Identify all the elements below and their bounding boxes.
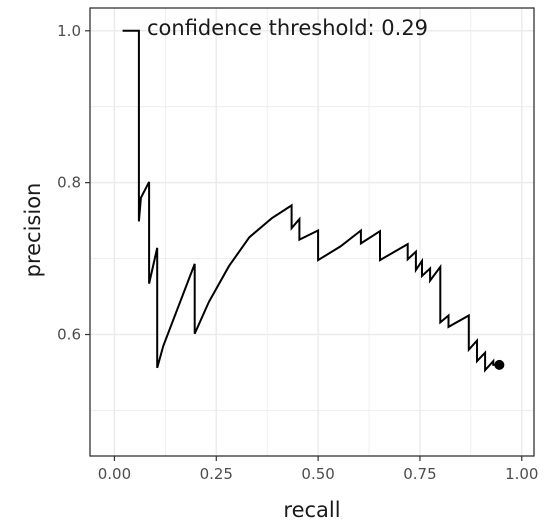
x-tick-label: 0.75 [403, 465, 436, 483]
threshold-annotation: confidence threshold: 0.29 [147, 16, 428, 40]
series-layer [122, 29, 505, 373]
axis-ticks: 0.00 0.25 0.50 0.75 1.00 0.6 0.8 1.0 [57, 22, 538, 483]
x-tick-label: 0.50 [301, 465, 334, 483]
x-axis-title: recall [283, 498, 340, 522]
minor-gridlines [90, 8, 534, 456]
x-tick-label: 0.25 [200, 465, 233, 483]
x-tick-label: 1.00 [505, 465, 538, 483]
plot-panel-border [89, 7, 535, 457]
y-tick-label: 0.8 [57, 174, 81, 192]
pr-curve-line [122, 29, 500, 373]
y-tick-label: 1.0 [57, 22, 81, 40]
major-gridlines [90, 8, 534, 456]
endpoint-marker [494, 359, 505, 370]
x-tick-label: 0.00 [98, 465, 131, 483]
y-axis-title: precision [21, 183, 45, 278]
y-tick-label: 0.6 [57, 326, 81, 344]
